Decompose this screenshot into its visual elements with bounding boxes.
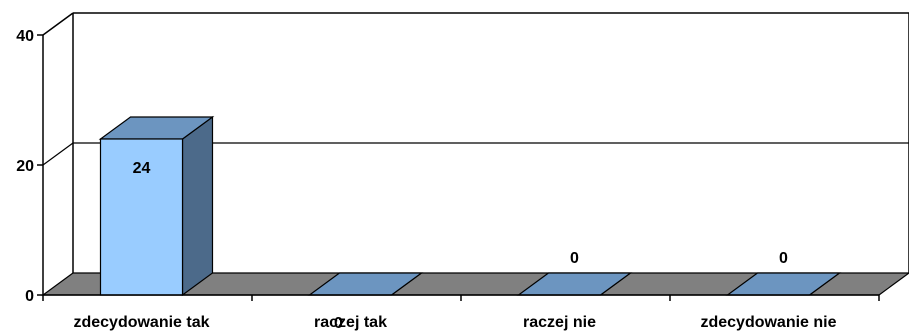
data-label: 24 [133, 160, 151, 177]
x-tick-label: raczej nie [523, 314, 596, 331]
x-tick-label: zdecydowanie nie [700, 314, 836, 331]
bar-0 [98, 115, 215, 297]
bar-front [99, 138, 184, 296]
left-wall-top-edge [42, 12, 74, 36]
x-tick-label: zdecydowanie tak [73, 314, 209, 331]
bar-side [181, 115, 214, 297]
x-axis: zdecydowanie tak raczej tak raczej nie zdec… [42, 294, 880, 331]
y-tick-label: 0 [25, 288, 34, 305]
y-tick-label: 20 [16, 158, 34, 175]
data-labels: 24 0 0 0 [133, 160, 788, 332]
gridline-side [42, 142, 74, 166]
data-label: 0 [570, 250, 579, 267]
data-label: 0 [779, 250, 788, 267]
x-tick-label: raczej tak [314, 314, 387, 331]
bars [98, 115, 842, 297]
y-axis: 0 20 40 [16, 28, 44, 305]
data-label: 0 [334, 315, 343, 332]
y-tick-label: 40 [16, 28, 34, 45]
